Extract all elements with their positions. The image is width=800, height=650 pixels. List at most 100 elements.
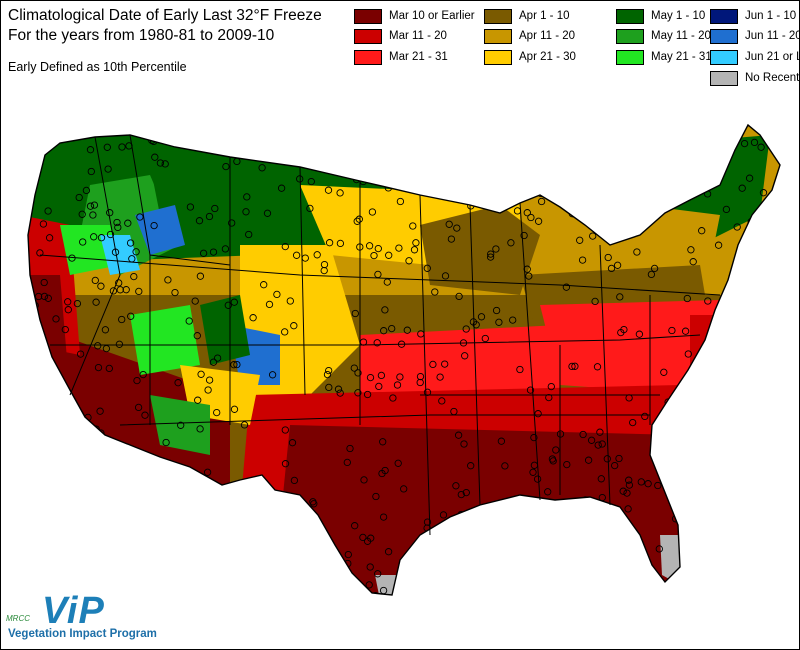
weather-station-marker [587, 436, 596, 444]
weather-station-marker [116, 286, 124, 294]
weather-station-marker [650, 264, 659, 273]
weather-station-marker [365, 138, 373, 146]
weather-station-marker [534, 410, 542, 418]
weather-station-marker [699, 482, 707, 491]
legend-label: Apr 1 - 10 [519, 10, 570, 22]
weather-station-marker [423, 264, 431, 272]
weather-station-marker [211, 204, 219, 213]
weather-station-marker [152, 502, 160, 510]
weather-station-marker [596, 428, 604, 436]
weather-station-marker [94, 363, 103, 372]
weather-station-marker [365, 242, 374, 250]
weather-station-marker [351, 522, 359, 530]
legend-label: Jun 1 - 10 [745, 10, 797, 22]
freeze-date-map [0, 95, 800, 625]
weather-station-marker [633, 248, 641, 256]
weather-station-marker [625, 394, 633, 402]
weather-station-marker [391, 160, 400, 168]
weather-station-marker [447, 235, 456, 243]
weather-station-marker [281, 426, 289, 434]
weather-station-marker [697, 504, 705, 512]
weather-station-marker [395, 244, 403, 252]
weather-station-marker [203, 468, 212, 476]
state-border [39, 254, 721, 296]
weather-station-marker [165, 579, 174, 587]
legend-item: Mar 11 - 20 [354, 28, 447, 44]
weather-station-marker [218, 533, 226, 542]
weather-station-marker [738, 184, 746, 192]
freeze-zone [60, 425, 95, 465]
weather-station-marker [115, 279, 123, 287]
weather-station-marker [721, 582, 729, 590]
state-border [469, 204, 481, 506]
weather-station-marker [276, 564, 284, 572]
weather-station-marker [115, 340, 124, 348]
weather-station-marker [265, 300, 274, 309]
weather-station-marker [196, 518, 204, 526]
weather-station-marker [760, 332, 768, 341]
weather-station-marker [608, 557, 617, 565]
weather-station-marker [164, 276, 172, 284]
weather-station-marker [730, 403, 739, 412]
weather-station-marker [397, 340, 406, 348]
freeze-date-regions [28, 125, 780, 595]
title-block: Climatological Date of Early Last 32°F F… [8, 6, 322, 46]
weather-station-marker [103, 143, 111, 151]
weather-station-marker [410, 246, 419, 254]
weather-station-marker [513, 170, 522, 178]
weather-station-marker [185, 317, 193, 325]
weather-station-marker [512, 171, 521, 179]
weather-station-marker [568, 362, 576, 371]
weather-station-marker [616, 293, 624, 301]
weather-station-marker [416, 378, 424, 387]
weather-station-marker [223, 576, 232, 584]
weather-station-marker [46, 416, 55, 424]
weather-station-marker [514, 536, 523, 544]
weather-station-marker [365, 581, 373, 589]
weather-station-marker [97, 234, 106, 242]
weather-station-marker [746, 391, 754, 399]
weather-station-marker [258, 164, 266, 172]
weather-station-marker [496, 517, 504, 526]
weather-station-marker [486, 253, 495, 261]
weather-station-marker [113, 218, 121, 227]
weather-station-marker [512, 538, 521, 546]
weather-station-marker [205, 212, 214, 221]
freeze-zone [28, 475, 60, 515]
weather-station-marker [477, 313, 486, 321]
weather-station-marker [578, 535, 587, 544]
weather-station-marker [429, 360, 437, 369]
weather-station-marker [70, 542, 78, 551]
weather-station-marker [461, 580, 469, 588]
weather-station-marker [281, 242, 289, 251]
weather-station-marker [97, 282, 105, 290]
weather-station-marker [523, 209, 531, 217]
legend-swatch [616, 8, 644, 24]
weather-station-marker [507, 239, 515, 247]
weather-station-marker [406, 552, 414, 560]
weather-station-marker [125, 469, 133, 477]
legend-label: Jun 11 - 20 [745, 30, 800, 42]
weather-station-marker [400, 485, 408, 493]
weather-station-marker [737, 538, 745, 546]
weather-station-marker [510, 139, 518, 148]
weather-station-marker [530, 461, 539, 469]
weather-station-marker [344, 167, 352, 175]
weather-station-marker [73, 299, 82, 308]
weather-station-marker [359, 533, 367, 542]
weather-station-marker [233, 360, 241, 369]
weather-station-marker [353, 217, 361, 225]
weather-station-marker [492, 245, 500, 253]
weather-station-marker [245, 230, 253, 239]
weather-station-marker [230, 298, 238, 306]
weather-station-marker [383, 140, 391, 148]
freeze-zone [375, 575, 405, 595]
weather-station-marker [394, 459, 402, 467]
weather-station-marker [101, 326, 110, 334]
weather-station-marker [36, 147, 45, 155]
weather-station-marker [520, 231, 528, 240]
legend-label: May 11 - 20 [651, 30, 711, 42]
weather-station-marker [320, 260, 329, 269]
weather-station-marker [584, 456, 593, 464]
weather-station-marker [611, 461, 619, 470]
